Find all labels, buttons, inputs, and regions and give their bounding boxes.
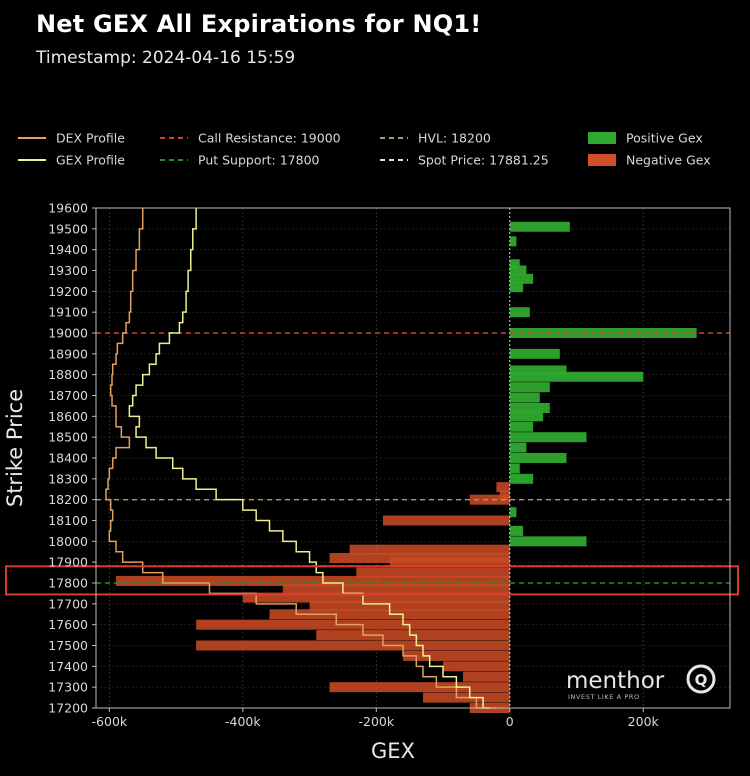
y-tick-label: 19300 — [48, 263, 88, 278]
positive-gex-bar — [509, 221, 570, 232]
x-tick-label: -200k — [358, 714, 394, 729]
x-tick-label: -400k — [225, 714, 261, 729]
legend-label: DEX Profile — [56, 131, 125, 146]
x-axis-label: GEX — [371, 739, 415, 763]
x-tick-label: 200k — [628, 714, 660, 729]
y-tick-label: 19400 — [48, 242, 88, 257]
negative-gex-bar — [389, 557, 510, 568]
watermark-tagline: INVEST LIKE A PRO — [568, 693, 640, 701]
positive-gex-bar — [509, 421, 534, 432]
positive-gex-bar — [509, 453, 567, 463]
y-tick-label: 18100 — [48, 513, 88, 528]
positive-gex-bar — [509, 536, 587, 547]
negative-gex-bar — [116, 575, 510, 586]
y-tick-label: 18900 — [48, 346, 88, 361]
legend-label: Call Resistance: 19000 — [198, 131, 341, 146]
y-tick-label: 17500 — [48, 638, 88, 653]
positive-gex-bar — [509, 442, 527, 453]
highlight-box — [5, 565, 739, 596]
legend-label: Negative Gex — [626, 153, 711, 168]
positive-gex-bar — [509, 432, 587, 443]
positive-gex-bar — [509, 463, 520, 474]
positive-gex-bar — [509, 371, 644, 382]
plot-area: -600k -400k -200k 0 200k 17200 17300 17400 17500… — [3, 201, 739, 763]
watermark-mark: Q — [695, 671, 708, 689]
positive-gex-bar — [509, 365, 567, 376]
y-tick-label: 17300 — [48, 680, 88, 695]
negative-gex-bar — [196, 640, 510, 651]
legend: DEX Profile GEX Profile Call Resistance: 1… — [18, 131, 711, 168]
y-tick-label: 17900 — [48, 555, 88, 570]
negative-gex-bar — [443, 661, 510, 672]
negative-gex-bar — [242, 592, 510, 603]
y-tick-label: 18500 — [48, 430, 88, 445]
y-tick-label: 18700 — [48, 388, 88, 403]
positive-gex-bar — [509, 382, 550, 393]
y-tick-label: 18200 — [48, 492, 88, 507]
y-tick-label: 19200 — [48, 284, 88, 299]
y-tick-label: 17800 — [48, 576, 88, 591]
menthorq-watermark: menthor Q INVEST LIKE A PRO — [566, 664, 716, 701]
y-tick-label: 19500 — [48, 221, 88, 236]
y-tick-label: 19000 — [48, 326, 88, 341]
negative-gex-bar — [382, 515, 510, 526]
legend-label: Positive Gex — [626, 131, 703, 146]
chart-timestamp: Timestamp: 2024-04-16 15:59 — [36, 48, 296, 68]
legend-label: HVL: 18200 — [418, 131, 491, 146]
positive-gex-bar — [509, 411, 544, 422]
y-tick-label: 18800 — [48, 367, 88, 382]
watermark-brand: menthor — [566, 668, 665, 694]
watermark-q-icon — [686, 664, 716, 694]
negative-gex-bar — [329, 682, 510, 693]
positive-gex-bar — [509, 273, 534, 284]
positive-gex-bar — [509, 473, 534, 484]
negative-gex-bar — [356, 567, 510, 578]
legend-swatch — [588, 132, 616, 144]
dex-profile-line — [105, 208, 497, 709]
positive-gex-bar — [509, 392, 540, 403]
positive-gex-bar — [509, 259, 520, 270]
y-tick-label: 19100 — [48, 305, 88, 320]
positive-gex-bar — [509, 507, 517, 518]
positive-gex-bar — [509, 348, 560, 359]
positive-gex-bar — [509, 307, 530, 318]
legend-label: GEX Profile — [56, 153, 125, 168]
x-tick-label: 0 — [506, 714, 514, 729]
y-tick-label: 17700 — [48, 596, 88, 611]
y-tick-label: 17200 — [48, 701, 88, 716]
legend-label: Spot Price: 17881.25 — [418, 153, 549, 168]
y-tick-label: 18300 — [48, 471, 88, 486]
y-tick-label: 19600 — [48, 201, 88, 216]
gex-profile-line — [128, 208, 490, 709]
gex-bars — [116, 221, 697, 713]
negative-gex-bar — [349, 544, 510, 555]
x-tick-label: -600k — [92, 714, 128, 729]
y-tick-label: 18600 — [48, 409, 88, 424]
legend-swatch — [588, 154, 616, 166]
y-tick-label: 18000 — [48, 534, 88, 549]
y-tick-label: 17400 — [48, 659, 88, 674]
positive-gex-bar — [509, 236, 517, 247]
positive-gex-bar — [509, 282, 524, 293]
negative-gex-bar — [469, 494, 510, 505]
positive-gex-bar — [509, 403, 550, 413]
negative-gex-bar — [496, 482, 510, 493]
negative-gex-bar — [309, 600, 510, 611]
y-axis-label: Strike Price — [3, 389, 27, 507]
negative-gex-bar — [463, 671, 510, 682]
negative-gex-bar — [282, 584, 510, 595]
y-tick-label: 17600 — [48, 617, 88, 632]
y-tick-label: 18400 — [48, 451, 88, 466]
positive-gex-bar — [509, 525, 524, 536]
chart-title: Net GEX All Expirations for NQ1! — [36, 10, 482, 38]
legend-label: Put Support: 17800 — [198, 153, 320, 168]
positive-gex-bar — [509, 265, 527, 276]
negative-gex-bar — [402, 650, 510, 661]
